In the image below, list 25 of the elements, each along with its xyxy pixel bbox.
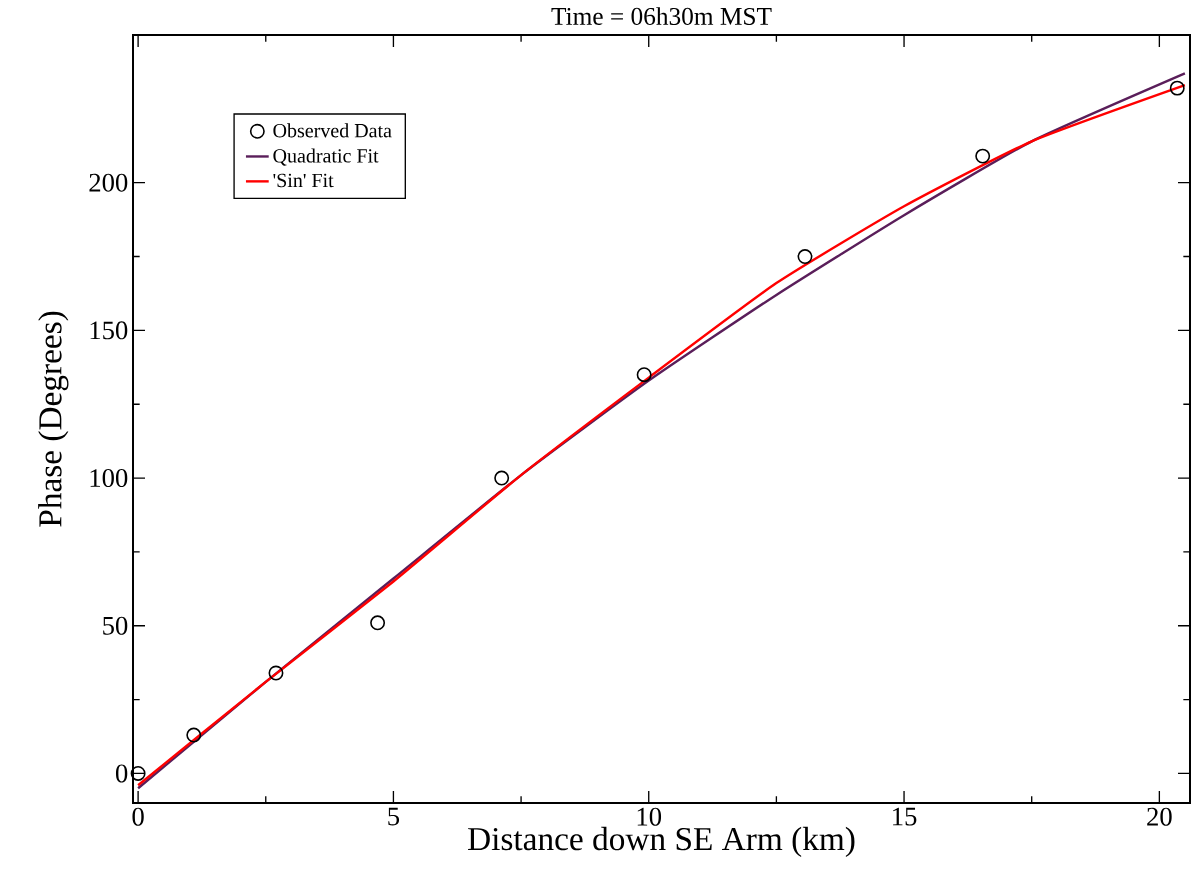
y-tick-label: 0 [115,764,128,783]
point [370,615,386,631]
point [636,367,652,383]
y-tick-label: 200 [89,173,128,192]
x-tick-label: 0 [132,807,144,826]
chart-title: Time = 06h30m MST [551,7,772,25]
x-tick-label: 15 [893,807,917,826]
point [268,665,284,681]
legend-label: Quadratic Fit [273,148,379,166]
y-tick-label: 150 [90,321,128,340]
point [494,470,510,486]
point [797,249,813,264]
y-axis-title: Phase (Degrees) [38,311,69,527]
x-tick-label: 10 [637,807,662,826]
y-tick-label: 100 [90,469,128,488]
x-tick-label: 20 [1147,807,1172,826]
y-tick-label: 50 [103,616,128,635]
point [186,727,202,743]
point [1169,80,1185,96]
x-tick-label: 5 [388,807,400,826]
x-axis-title: Distance down SE Arm (km) [468,826,855,858]
point [130,765,146,781]
legend-label: 'Sin' Fit [273,173,334,188]
legend-label: Observed Data [273,123,392,138]
point [975,148,991,164]
